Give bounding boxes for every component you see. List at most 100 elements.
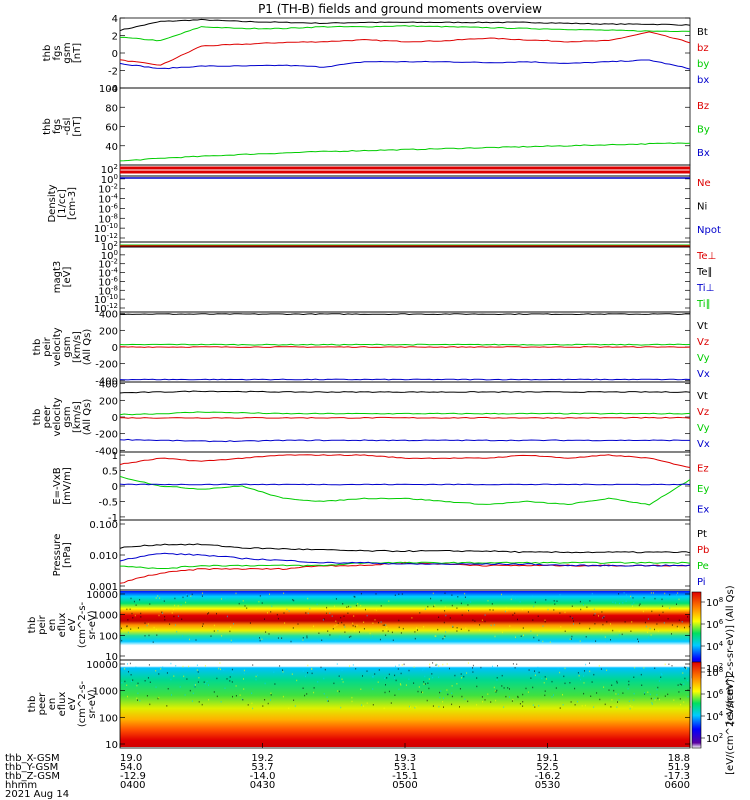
x-axis-tick-y: 52.5 <box>536 762 558 773</box>
panel-efield-series-Ex <box>119 483 691 486</box>
panel-density-legend-2: Npot <box>697 225 721 236</box>
panel-temperature-frame <box>119 241 691 313</box>
panel-peir-velocity-legend-0: Vt <box>697 321 708 332</box>
panel-peir-eflux-speckle <box>121 592 691 643</box>
panel-peir-velocity-ylabel: thbpeirvelocitygsm[km/s](All Qs) <box>32 327 93 366</box>
panel-pressure-legend-2: Pe <box>697 561 709 572</box>
colorbar-labels: 108 106 104 102 [eV/(cm^2-s-sr-eV)] (All Qs)… <box>701 585 736 775</box>
panel-peir-eflux-ylabel: thbpeirenefluxeV(cm^2-s-sr-eV) <box>27 601 98 648</box>
panel-peer-eflux-ytick: 100 <box>99 713 118 724</box>
panel-fgs-ytick: -2 <box>108 67 118 78</box>
colorbar-2 <box>691 661 702 749</box>
panel-fgs-dsl-legend-1: By <box>697 125 710 136</box>
x-axis-row-label: thb_X-GSM <box>5 753 60 764</box>
panel-peir-eflux-spectrogram <box>120 591 690 659</box>
panel-peer-velocity-ytick: 400 <box>99 380 118 391</box>
panel-efield-ytick: 1 <box>112 451 118 462</box>
x-axis-row-label: hhmm <box>5 780 37 791</box>
panel-temperature-ylabel: magt3[eV] <box>52 261 73 294</box>
panel-temperature: magt3[eV]10210010-210-410-610-810-1010-1… <box>52 240 716 315</box>
panel-pressure-ytick: 0.100 <box>89 520 118 531</box>
panel-peer-velocity-series-Vt <box>119 390 691 394</box>
panel-fgs-legend-0: Bt <box>697 27 708 38</box>
colorbar-peir-eflux-tick: 106 <box>706 618 724 631</box>
panel-fgs-legend-3: bx <box>697 75 709 86</box>
panel-fgs-dsl-series-By <box>119 142 691 162</box>
colorbar-peer-eflux-tick: 104 <box>706 710 724 723</box>
panel-fgs-dsl-ytick: 100 <box>99 84 118 95</box>
panel-density-legend-0: Ne <box>697 178 711 189</box>
panel-peir-eflux: thbpeirenefluxeV(cm^2-s-sr-eV)10000 1000 1… <box>27 589 691 663</box>
panel-efield-series-Ez <box>119 454 691 468</box>
panel-peir-velocity-ytick: -200 <box>95 360 118 371</box>
panel-peer-velocity-series-Vx <box>119 438 690 443</box>
panel-pressure-legend-3: Pi <box>697 577 706 588</box>
colorbar-peer-eflux-tick: 108 <box>706 666 723 679</box>
panel-fgs-legend-2: by <box>697 59 709 70</box>
panel-fgs-series-Bt <box>119 18 691 32</box>
panels-layer: thbfgsgsm[nT]420-2-4Btbzbybxthbfgs-dsl[n… <box>27 14 721 751</box>
panel-fgs-frame <box>119 17 691 89</box>
colorbar-peir-eflux-label: [eV/(cm^2-s-sr-eV)] (All Qs) <box>725 585 736 724</box>
panel-fgs-ytick: 0 <box>112 49 118 60</box>
panel-pressure-series-Pi <box>119 552 691 567</box>
panel-density-frame <box>119 164 691 243</box>
panel-peir-velocity-legend-2: Vy <box>697 353 710 364</box>
x-axis-row-label: thb_Z-GSM <box>5 771 60 782</box>
x-axis-tick-x: 19.3 <box>394 753 416 764</box>
panel-pressure-ylabel: Pressure[nPa] <box>52 534 73 577</box>
colorbar-peir-eflux-tick: 104 <box>706 640 724 653</box>
panel-density-legend-1: Ni <box>697 202 707 213</box>
x-axis-row-label: thb_Y-GSM <box>5 762 58 773</box>
panel-pressure-legend-0: Pt <box>697 529 707 540</box>
x-axis-tick-z: -12.9 <box>120 771 146 782</box>
panel-peer-eflux-speckle <box>121 662 691 710</box>
panel-peer-eflux: thbpeerenefluxeV(cm^2-s-sr-eV) 10000 1000 1… <box>27 659 691 751</box>
colorbar-peer-eflux-tick: 106 <box>706 688 724 701</box>
panel-temperature-legend-2: Ti⊥ <box>696 283 714 294</box>
panel-peir-eflux-ytick: 100 <box>99 631 118 642</box>
panel-peir-velocity-series-Vz <box>119 346 691 348</box>
panel-peer-eflux-ytick: 1000 <box>93 687 118 698</box>
panel-fgs-ytick: 2 <box>112 32 118 43</box>
panel-peer-velocity-series-Vz <box>120 416 691 419</box>
panel-temperature-legend-1: Te∥ <box>696 267 713 278</box>
panel-peer-velocity-legend-2: Vy <box>697 423 710 434</box>
panel-fgs-dsl: thbfgs-dsl[nT] 100 80 60 40 Bz By Bx <box>42 84 710 166</box>
panel-peir-velocity-ytick: 0 <box>112 343 118 354</box>
panel-peer-eflux-ytick: 10000 <box>86 660 118 671</box>
panel-fgs-dsl-legend-0: Bz <box>697 101 709 112</box>
x-axis-annotation: thb_X-GSMthb_Y-GSMthb_Z-GSMhhmm19.054.0-… <box>5 743 691 791</box>
panel-pressure-legend-1: Pb <box>697 545 709 556</box>
x-axis-tick-y: 53.7 <box>251 762 273 773</box>
x-axis-tick-z: -14.0 <box>250 771 276 782</box>
panel-peer-velocity-legend-0: Vt <box>697 391 708 402</box>
panel-peer-velocity-legend-1: Vz <box>697 407 709 418</box>
panel-peir-eflux-ytick: 1000 <box>93 611 118 622</box>
panel-efield-ytick: 0.5 <box>102 467 118 478</box>
panel-efield-series-Ey <box>119 475 691 506</box>
x-axis-tick-x: 19.2 <box>251 753 273 764</box>
panel-fgs-series-bx <box>119 59 691 70</box>
panel-pressure-ytick: 0.001 <box>89 582 118 593</box>
panel-peer-eflux-ylabel: thbpeerenefluxeV(cm^2-s-sr-eV) <box>27 680 98 727</box>
panel-efield-ytick: -1 <box>108 513 118 524</box>
colorbar-peer-eflux-tick: 102 <box>706 732 723 745</box>
x-axis-tick-hhmm: 0400 <box>120 780 145 791</box>
panel-peer-eflux-spectrogram <box>120 661 690 747</box>
panel-fgs-dsl-ytick: 80 <box>105 103 118 114</box>
panel-pressure: Pressure[nPa] 0.100 0.010 0.001 Pt Pb Pe Pi <box>52 519 709 593</box>
panel-peir-velocity-legend-1: Vz <box>697 337 709 348</box>
panel-peir-velocity-series-Vx <box>119 378 691 381</box>
panel-fgs-legend-1: bz <box>697 43 709 54</box>
panel-efield-ytick: -0.5 <box>98 497 118 508</box>
panel-peir-eflux-ytick: 10 <box>105 652 118 663</box>
panel-temperature-legend-0: Te⊥ <box>696 251 716 262</box>
panel-fgs-ytick: 4 <box>112 14 118 25</box>
panel-efield-ytick: 0 <box>112 482 118 493</box>
panel-peir-velocity-ytick: -400 <box>95 376 118 387</box>
panel-peer-velocity-ytick: 200 <box>99 396 118 407</box>
panel-peer-velocity-series-Vy <box>119 411 691 416</box>
panel-fgs-dsl-ylabel: thbfgs-dsl[nT] <box>42 116 83 136</box>
